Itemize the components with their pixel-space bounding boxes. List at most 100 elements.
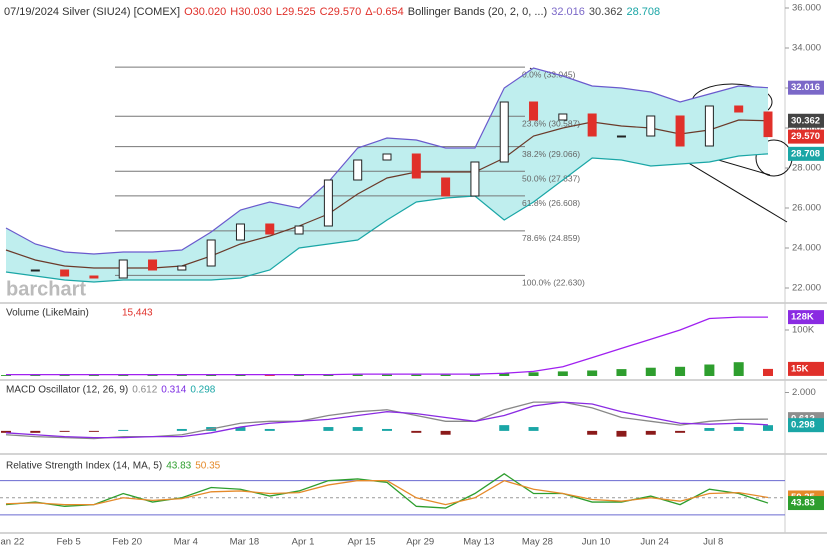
price-bar <box>118 259 128 279</box>
header-text: Δ-0.654 <box>365 6 404 18</box>
price-bar <box>704 105 714 147</box>
volume-bar <box>675 366 686 376</box>
macd-histogram <box>30 430 41 433</box>
volume-bar <box>411 374 422 376</box>
header-text: 30.362 <box>589 6 623 18</box>
bollinger-upper <box>5 67 769 255</box>
volume-bar <box>440 374 451 376</box>
y-tick-label: 24.000 <box>792 243 821 254</box>
y-tick-label: 100K <box>792 325 815 336</box>
volume-average <box>6 316 768 376</box>
macd-histogram <box>352 427 363 431</box>
volume-bar <box>176 375 187 376</box>
header-text: 07/19/2024 Silver (SIU24) [COMEX] <box>4 6 180 18</box>
x-tick-label: Feb 20 <box>112 537 142 548</box>
macd-histogram <box>499 425 510 431</box>
badge-label: 43.83 <box>791 498 815 509</box>
y-tick-label: 30.000 <box>792 123 821 134</box>
header-text: C29.570 <box>320 6 362 18</box>
macd-histogram <box>440 430 451 435</box>
header-text: 28.708 <box>627 6 661 18</box>
macd-histogram <box>118 429 129 431</box>
value-badge <box>788 80 824 95</box>
volume-bar <box>733 362 744 376</box>
badge-label: 128K <box>791 312 814 323</box>
price-bar <box>763 111 773 138</box>
price-bar <box>646 115 656 137</box>
volume-bar <box>352 374 363 376</box>
volume-bar <box>616 369 627 376</box>
price-bar <box>499 101 509 163</box>
macd-histogram <box>733 427 744 431</box>
volume-bar <box>382 374 392 376</box>
volume-bar <box>118 375 129 376</box>
price-bar <box>353 159 363 181</box>
price-bar <box>675 115 685 147</box>
price-bar <box>60 269 70 277</box>
bollinger-middle <box>5 119 769 269</box>
macd-histogram <box>1 430 11 433</box>
bollinger-band-fill <box>6 68 768 282</box>
badge-label: 0.298 <box>791 420 815 431</box>
fib-label: 61.8% (26.608) <box>522 198 580 208</box>
price-bar <box>323 179 333 227</box>
panel-title: Relative Strength Index (14, MA, 5) <box>6 461 162 472</box>
fib-label: 23.6% (30.587) <box>522 119 580 129</box>
x-tick-label: Mar 4 <box>174 537 198 548</box>
x-tick-label: Jan 22 <box>0 537 24 548</box>
price-bar <box>177 265 187 271</box>
macd-histogram <box>587 430 598 435</box>
macd-histogram <box>411 430 422 433</box>
value-badge <box>788 418 824 433</box>
volume-bar <box>294 374 305 376</box>
x-tick-label: May 28 <box>522 537 553 548</box>
y-tick-label: 34.000 <box>792 43 821 54</box>
macd-histogram <box>382 428 392 431</box>
volume-bar <box>235 374 246 376</box>
fib-label: 0.0% (33.045) <box>522 69 576 79</box>
macd-histogram <box>616 430 627 437</box>
panel-value: 0.314 <box>161 385 186 396</box>
volume-bar <box>147 375 158 376</box>
value-badge <box>788 129 824 144</box>
y-tick-label: 2.000 <box>792 387 816 398</box>
volume-bar <box>88 375 99 376</box>
volume-bar <box>59 375 70 376</box>
volume-bar <box>323 374 334 376</box>
y-tick-label: 28.000 <box>792 163 821 174</box>
macd-histogram <box>88 430 99 432</box>
price-bar <box>265 223 275 235</box>
panel-title: Volume (LikeMain) <box>6 308 89 319</box>
badge-label: 15K <box>791 363 809 374</box>
fib-label: 38.2% (29.066) <box>522 149 580 159</box>
rsi-average <box>5 479 769 506</box>
x-tick-label: Jul 8 <box>703 537 723 548</box>
signal-line <box>5 401 769 439</box>
price-bar <box>441 177 451 197</box>
value-badge <box>788 310 824 325</box>
price-bar <box>558 113 568 121</box>
bollinger-lower <box>5 153 769 283</box>
x-tick-label: Jun 10 <box>582 537 611 548</box>
rsi-line <box>5 473 769 509</box>
price-bar <box>734 105 744 113</box>
header-text: O30.020 <box>184 6 226 18</box>
header-text: H30.030 <box>230 6 272 18</box>
volume-bar <box>528 372 539 376</box>
value-badge <box>788 113 824 128</box>
badge-label: 30.362 <box>791 115 820 126</box>
panel-value: 15,443 <box>122 308 153 319</box>
x-tick-label: Apr 1 <box>292 537 315 548</box>
volume-bar <box>469 374 480 376</box>
logo: barchart <box>6 278 86 300</box>
price-bar <box>470 161 480 197</box>
macd-histogram <box>675 430 686 433</box>
badge-label: 32.016 <box>791 82 820 93</box>
volume-bar <box>557 371 568 376</box>
price-bar <box>30 269 40 272</box>
y-tick-label: 26.000 <box>792 203 821 214</box>
volume-bar <box>264 375 275 376</box>
price-bar <box>529 101 539 121</box>
